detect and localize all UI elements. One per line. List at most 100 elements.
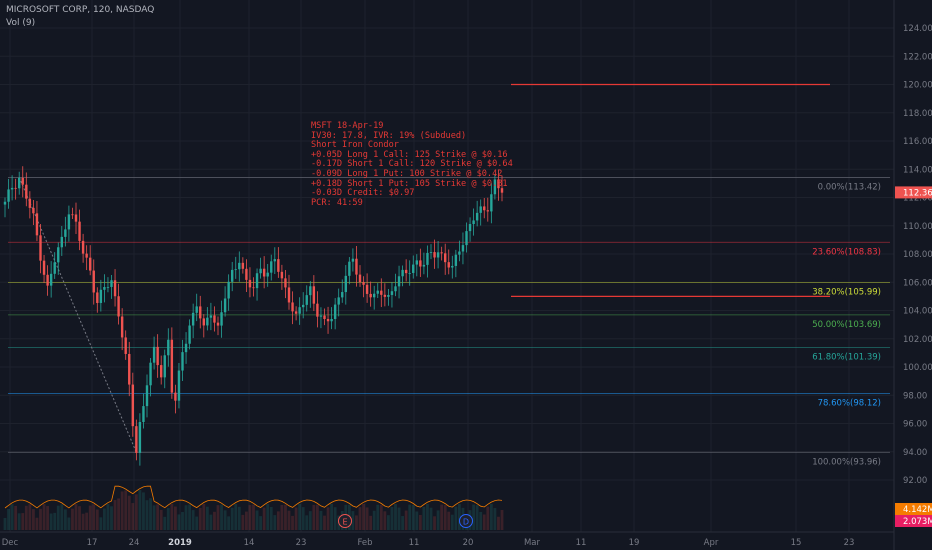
- annotation-line: -0.03D Credit: $0.97: [311, 188, 415, 199]
- candle-body: [255, 273, 259, 289]
- volume-bar: [49, 513, 53, 530]
- candle-body: [447, 262, 450, 268]
- time-tick-label: Dec: [2, 538, 19, 548]
- annotation-line: +0.18D Short 1 Put: 105 Strike @ $0.81: [311, 178, 508, 189]
- candle-body: [199, 306, 202, 319]
- volume-bar: [369, 515, 373, 530]
- volume-bar: [418, 514, 422, 530]
- volume-bar: [284, 504, 287, 530]
- candle-body: [223, 298, 227, 313]
- volume-bar: [280, 504, 284, 530]
- volume-bar: [397, 507, 401, 530]
- candle-body: [479, 206, 482, 213]
- candle-body: [355, 258, 358, 275]
- candle-body: [316, 303, 319, 317]
- volume-bar: [387, 515, 390, 530]
- candle-body: [397, 276, 401, 287]
- candle-body: [124, 337, 127, 354]
- candle-body: [422, 264, 426, 267]
- volume-bar: [411, 505, 415, 530]
- volume-bar: [358, 507, 362, 530]
- price-axis[interactable]: 92.00 94.00 96.00 98.00 100.00 102.00 104.00 10…: [893, 0, 932, 550]
- volume-bar: [177, 514, 181, 530]
- candle-body: [184, 343, 188, 353]
- candle-body: [440, 252, 443, 254]
- candle-body: [369, 293, 372, 298]
- candle-body: [170, 339, 174, 393]
- volume-bar: [142, 492, 145, 530]
- fib-label: 38.20%(105.99): [812, 287, 881, 297]
- candle-body: [493, 179, 497, 195]
- volume-bar: [209, 514, 213, 530]
- volume-bar: [291, 515, 294, 530]
- volume-bar: [415, 511, 419, 530]
- volume-bar: [305, 515, 309, 530]
- candle-body: [365, 284, 369, 294]
- time-tick-label: 24: [129, 538, 140, 548]
- volume-bar: [198, 507, 202, 530]
- volume-bar: [287, 510, 291, 530]
- candle-body: [468, 224, 472, 232]
- volume-bar: [255, 510, 259, 530]
- volume-bar: [149, 498, 152, 530]
- volume-bar: [443, 505, 447, 530]
- candle-body: [35, 213, 39, 236]
- candle-body: [270, 261, 273, 273]
- volume-bar: [298, 504, 302, 530]
- annotation-line: IV30: 17.8, IVR: 19% (Subdued): [311, 130, 467, 141]
- volume-bar: [248, 505, 252, 530]
- volume-bar: [17, 513, 21, 530]
- candle-body: [89, 257, 92, 271]
- candle-body: [341, 292, 344, 298]
- candle-body: [454, 254, 458, 266]
- annotation-line: -0.17D Short 1 Call: 120 Strike @ $0.64: [311, 159, 513, 170]
- candle-body: [99, 289, 103, 303]
- candle-body: [436, 252, 440, 258]
- candle-body: [188, 325, 191, 344]
- candle-body: [96, 292, 99, 303]
- fib-label: 23.60%(108.83): [812, 247, 881, 257]
- volume-bar: [35, 517, 39, 530]
- candle-body: [53, 262, 56, 274]
- last-price-label: 112.36: [903, 188, 932, 198]
- candle-body: [298, 307, 301, 314]
- candle-body: [323, 315, 326, 320]
- candle-body: [174, 392, 177, 401]
- volume-bar: [422, 506, 426, 530]
- volume-bar: [440, 504, 444, 530]
- candle-body: [3, 201, 7, 205]
- volume-bar: [482, 514, 486, 530]
- volume-bar: [117, 498, 120, 530]
- volume-bar: [85, 512, 89, 530]
- time-axis[interactable]: Dec 17 24 2019 14 23 Feb 11 20 Mar 11 19 Apr 15 23: [0, 531, 894, 548]
- volume-value-label: 4.142M: [903, 505, 932, 515]
- volume-bar: [46, 506, 49, 530]
- candle-body: [195, 306, 198, 313]
- volume-bar: [145, 500, 149, 530]
- volume-bar: [230, 507, 234, 530]
- candle-body: [191, 312, 195, 326]
- candle-body: [152, 346, 156, 363]
- volume-bar: [475, 505, 479, 530]
- price-tick-label: 104.00: [903, 307, 932, 317]
- volume-bar: [372, 510, 376, 530]
- volume-bar: [316, 504, 319, 530]
- dividend-marker: [459, 514, 473, 528]
- candle-body: [10, 187, 14, 190]
- time-tick-label: 20: [463, 538, 474, 548]
- volume-bar: [500, 509, 504, 530]
- trend-line: [18, 177, 137, 453]
- price-tick-label: 98.00: [903, 391, 927, 401]
- volume-bar: [458, 504, 461, 530]
- volume-bar: [81, 513, 85, 530]
- volume-bar: [213, 511, 216, 530]
- volume-bar: [156, 504, 160, 530]
- candle-body: [373, 293, 376, 298]
- annotation-line: +0.05D Long 1 Call: 125 Strike @ $0.16: [311, 149, 508, 160]
- candle-body: [461, 245, 465, 252]
- volume-bar: [131, 503, 135, 530]
- volume-bar: [390, 507, 394, 530]
- candle-body: [49, 273, 53, 286]
- candle-body: [209, 315, 213, 318]
